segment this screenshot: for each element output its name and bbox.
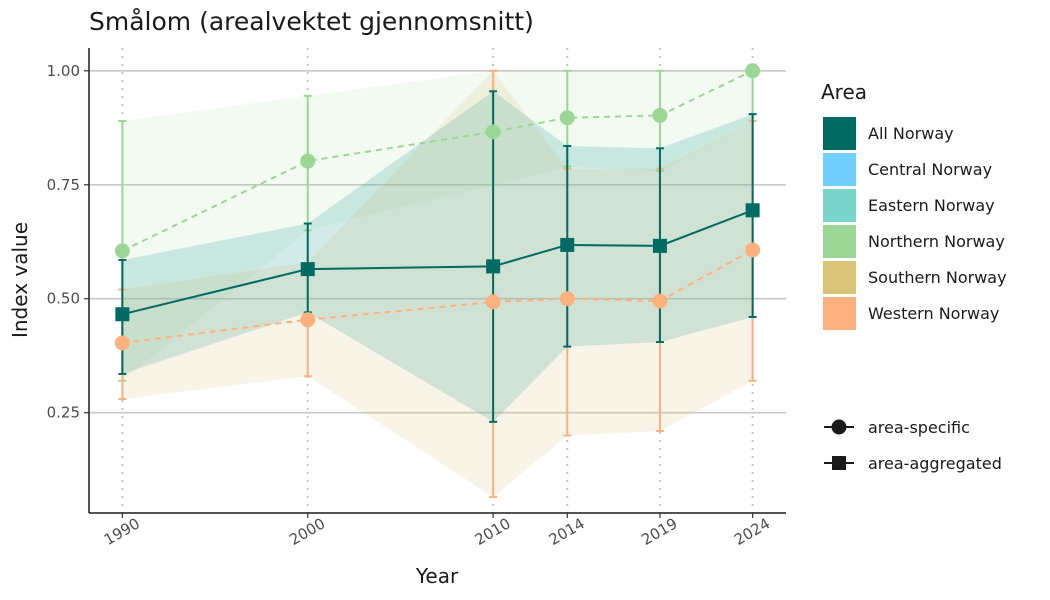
point-all-norway (560, 237, 575, 252)
point-western-norway (485, 294, 501, 310)
band-eastern-norway (122, 91, 753, 422)
point-northern-norway (745, 63, 761, 79)
legend-shape-area-specific (831, 419, 847, 435)
point-western-norway (652, 293, 668, 309)
point-all-norway (300, 262, 315, 277)
point-all-norway (115, 307, 130, 322)
point-northern-norway (559, 110, 575, 126)
legend-swatch-all-norway (823, 117, 856, 150)
x-axis-title: Year (415, 564, 459, 588)
legend-shape-area-aggregated (832, 456, 846, 470)
confidence-bands (122, 70, 753, 498)
legend-label-area-specific: area-specific (868, 418, 970, 437)
legend-label-area-aggregated: area-aggregated (868, 454, 1002, 473)
legend-label-central-norway: Central Norway (868, 160, 992, 179)
legend-label-western-norway: Western Norway (868, 304, 999, 323)
point-northern-norway (114, 243, 130, 259)
legend-swatch-eastern-norway (823, 189, 856, 222)
legend-label-southern-norway: Southern Norway (868, 268, 1007, 287)
y-tick-label: 0.50 (47, 290, 80, 308)
band-southern-norway (122, 70, 753, 498)
legend-swatch-central-norway (823, 153, 856, 186)
point-western-norway (300, 312, 316, 328)
y-tick-label: 0.75 (47, 176, 80, 194)
point-western-norway (745, 242, 761, 258)
legend-label-northern-norway: Northern Norway (868, 232, 1005, 251)
point-northern-norway (652, 107, 668, 123)
series-lines (121, 69, 754, 344)
x-tick-label: 2000 (286, 514, 328, 549)
legend: Area All Norway Central Norway Eastern Nor… (821, 80, 1007, 473)
point-all-norway (745, 203, 760, 218)
band-northern-norway (122, 70, 753, 381)
band-all-norway (122, 91, 753, 422)
x-tick-label: 2019 (638, 514, 680, 549)
x-tick-label: 1990 (101, 514, 143, 549)
series-points (114, 63, 761, 351)
legend-swatch-southern-norway (823, 261, 856, 294)
legend-swatch-northern-norway (823, 225, 856, 258)
x-tick-label: 2014 (546, 514, 588, 549)
point-western-norway (114, 335, 130, 351)
legend-label-eastern-norway: Eastern Norway (868, 196, 995, 215)
point-all-norway (486, 259, 501, 274)
y-tick-label: 0.25 (47, 404, 80, 422)
x-tick-label: 2024 (731, 514, 773, 549)
line-northern-norway (121, 69, 754, 252)
line-western-norway (122, 249, 754, 344)
y-tick-label: 1.00 (47, 62, 80, 80)
point-northern-norway (300, 153, 316, 169)
legend-label-all-norway: All Norway (868, 124, 954, 143)
legend-title: Area (821, 80, 867, 104)
line-all-norway (122, 209, 753, 316)
axes (88, 48, 786, 514)
point-northern-norway (485, 124, 501, 140)
point-all-norway (652, 238, 667, 253)
y-axis-title: Index value (8, 222, 32, 338)
chart-title: Smålom (arealvektet gjennomsnitt) (89, 7, 534, 36)
point-western-norway (559, 291, 575, 307)
x-tick-label: 2010 (472, 514, 514, 549)
legend-swatch-western-norway (823, 297, 856, 330)
